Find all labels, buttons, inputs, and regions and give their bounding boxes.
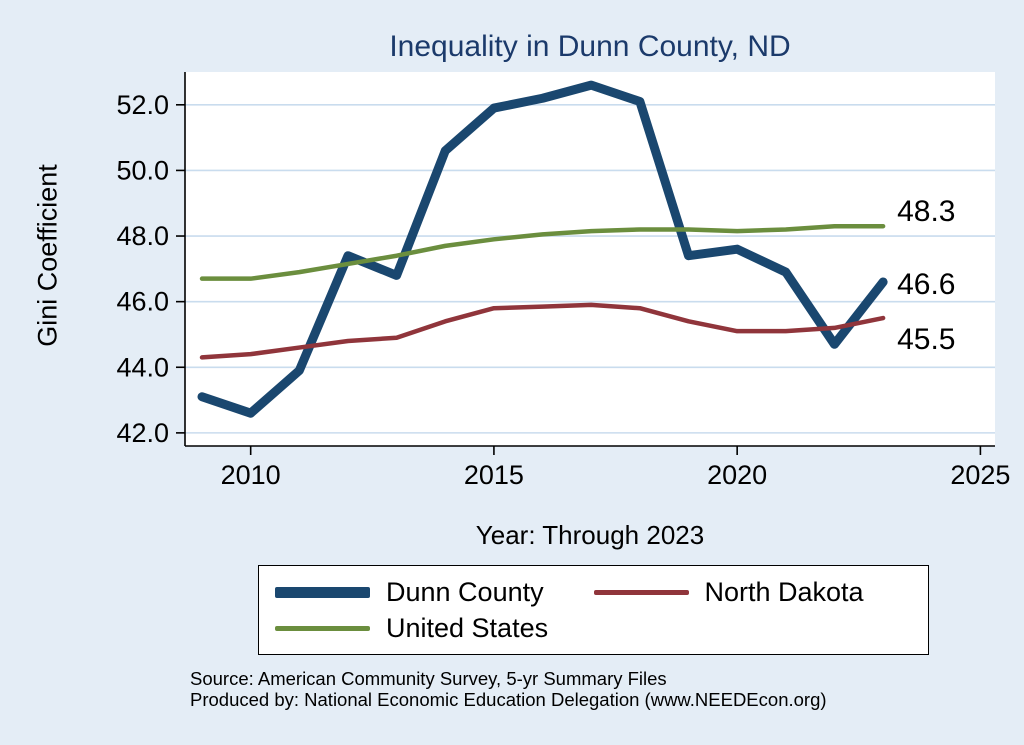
svg-text:48.3: 48.3 <box>897 195 955 228</box>
svg-text:2025: 2025 <box>950 460 1010 490</box>
svg-text:2020: 2020 <box>707 460 767 490</box>
svg-text:48.0: 48.0 <box>116 221 169 251</box>
legend-swatch-united-states <box>275 625 370 631</box>
chart-footer: Source: American Community Survey, 5-yr … <box>190 668 950 710</box>
svg-text:2010: 2010 <box>221 460 281 490</box>
x-axis-label: Year: Through 2023 <box>475 520 705 550</box>
legend-swatch-north-dakota <box>593 589 689 595</box>
svg-text:52.0: 52.0 <box>116 90 169 120</box>
legend-item-united-states: United States <box>275 613 594 644</box>
svg-text:50.0: 50.0 <box>116 155 169 185</box>
legend-label-united-states: United States <box>386 612 549 643</box>
legend-item-north-dakota: North Dakota <box>593 576 913 608</box>
svg-text:44.0: 44.0 <box>116 352 169 382</box>
produced-by-line: Produced by: National Economic Education… <box>190 689 827 710</box>
svg-text:42.0: 42.0 <box>116 418 169 448</box>
legend-label-dunn-county: Dunn County <box>386 576 544 607</box>
svg-text:46.6: 46.6 <box>897 268 955 301</box>
legend-item-dunn-county: Dunn County <box>275 577 594 608</box>
y-axis-label: Gini Coefficient <box>32 164 63 347</box>
svg-text:46.0: 46.0 <box>116 287 169 317</box>
source-line: Source: American Community Survey, 5-yr … <box>190 668 667 689</box>
svg-text:45.5: 45.5 <box>897 323 955 356</box>
svg-text:2015: 2015 <box>464 460 524 490</box>
chart-canvas: 42.0 44.0 46.0 48.0 50.0 52.0 2010 2015 2020 2025… <box>116 72 1010 490</box>
legend-swatch-dunn-county <box>275 586 370 598</box>
chart-title: Inequality in Dunn County, ND <box>389 30 791 63</box>
legend-label-north-dakota: North Dakota <box>704 576 864 607</box>
chart-legend: Dunn County North Dakota United States <box>258 565 929 655</box>
